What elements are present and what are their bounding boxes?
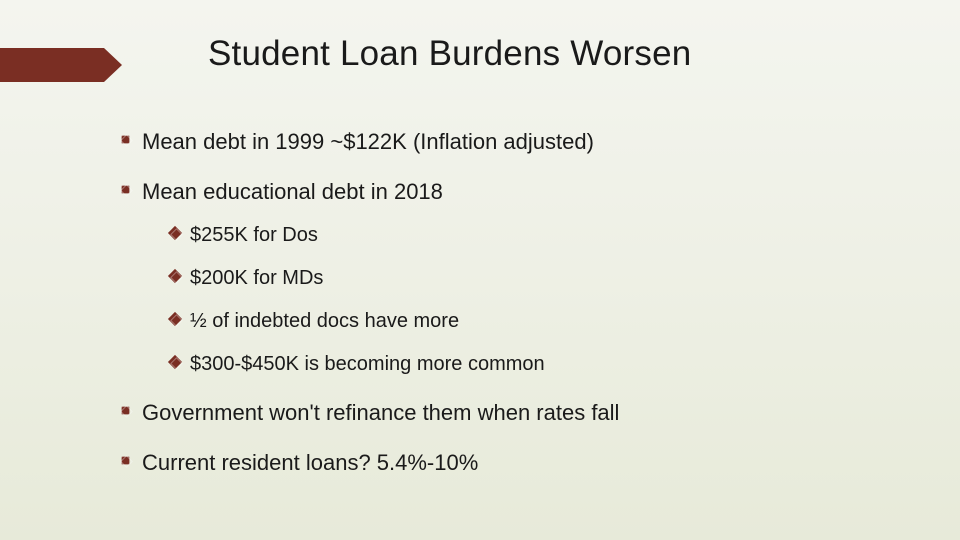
slide-title: Student Loan Burdens Worsen — [208, 34, 691, 74]
bullet-item: Current resident loans? 5.4%-10% — [120, 449, 900, 477]
bullet-text: Government won't refinance them when rat… — [142, 400, 619, 425]
slide: Student Loan Burdens Worsen Mean debt in… — [0, 0, 960, 540]
bullet-text: Mean debt in 1999 ~$122K (Inflation adju… — [142, 129, 594, 154]
bullet-list-lvl1: Mean debt in 1999 ~$122K (Inflation adju… — [120, 128, 900, 476]
bullet-item: $255K for Dos — [170, 223, 900, 248]
bullet-text: $200K for MDs — [190, 267, 323, 289]
bullet-text: $300-$450K is becoming more common — [190, 353, 545, 375]
bullet-item: $200K for MDs — [170, 266, 900, 291]
bullet-list-lvl2: $255K for Dos $200K for MDs ½ of indebte… — [170, 223, 900, 377]
bullet-text: $255K for Dos — [190, 224, 318, 246]
bullet-item: Mean debt in 1999 ~$122K (Inflation adju… — [120, 128, 900, 156]
bullet-text: ½ of indebted docs have more — [190, 310, 459, 332]
bullet-item: $300-$450K is becoming more common — [170, 352, 900, 377]
bullet-text: Mean educational debt in 2018 — [142, 179, 443, 204]
accent-bar — [0, 48, 122, 82]
bullet-item: ½ of indebted docs have more — [170, 309, 900, 334]
bullet-item: Mean educational debt in 2018 $255K for … — [120, 178, 900, 378]
slide-content: Mean debt in 1999 ~$122K (Inflation adju… — [120, 128, 900, 498]
bullet-item: Government won't refinance them when rat… — [120, 399, 900, 427]
bullet-text: Current resident loans? 5.4%-10% — [142, 450, 478, 475]
